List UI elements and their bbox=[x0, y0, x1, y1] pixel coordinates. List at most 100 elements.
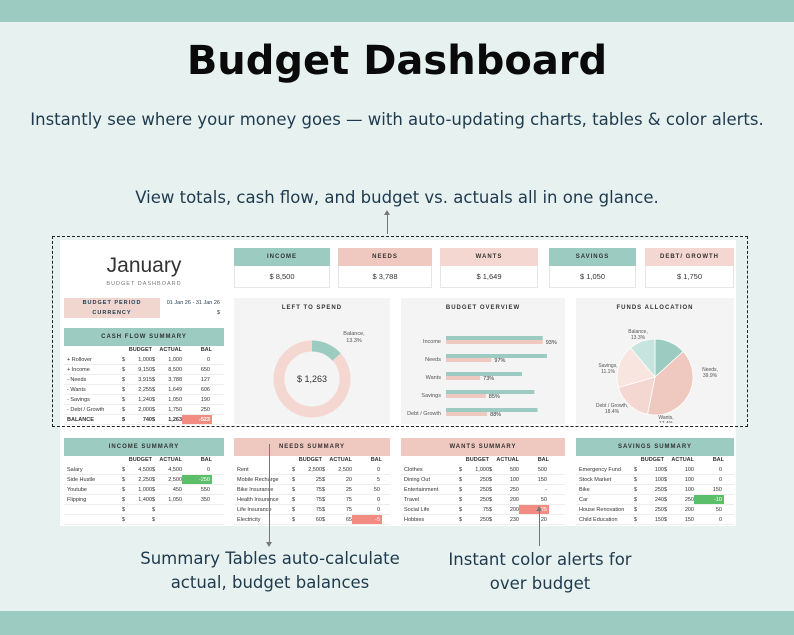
bar-actual bbox=[446, 340, 543, 344]
balance-cell: 150 bbox=[712, 487, 722, 493]
table-row: Salary $4,500 $4,500 0 bbox=[64, 465, 224, 475]
bar-actual bbox=[446, 358, 492, 362]
balance-cell: 500 bbox=[537, 467, 547, 473]
table-row: Travel $250 $200 50 bbox=[401, 495, 565, 505]
actual-cell: 75 bbox=[345, 507, 352, 513]
budget-cell: 9,150 bbox=[138, 367, 152, 373]
bar-category-label: Income bbox=[423, 339, 441, 345]
balance-cell: 0 bbox=[376, 467, 380, 473]
column-header: BUDGET bbox=[128, 347, 152, 353]
table-header-row: BUDGET ACTUAL BAL bbox=[234, 456, 390, 465]
currency-symbol: $ bbox=[634, 487, 638, 493]
donut-balance-pct: 13.3% bbox=[346, 338, 362, 344]
balance-cell: - bbox=[545, 487, 547, 493]
kpi-value: $ 3,788 bbox=[338, 266, 432, 288]
balance-cell: 190 bbox=[200, 397, 210, 403]
balance-cell: -5 bbox=[352, 515, 382, 524]
currency-symbol: $ bbox=[122, 377, 126, 383]
pie-label: Savings, bbox=[598, 363, 617, 369]
highlight-frame bbox=[52, 236, 748, 427]
budget-cell: 250 bbox=[479, 487, 489, 493]
currency-symbol: $ bbox=[459, 497, 463, 503]
donut-balance-arc bbox=[273, 340, 351, 418]
pie-label: Needs, bbox=[702, 367, 718, 373]
table-row: Bike Insurance $75 $25 50 bbox=[234, 485, 390, 495]
currency-symbol: $ bbox=[152, 477, 156, 483]
table-header-row: BUDGET ACTUAL BAL bbox=[64, 346, 224, 355]
left-to-spend-value: $ 1,263 bbox=[297, 374, 327, 384]
actual-cell: 75 bbox=[345, 497, 352, 503]
currency-symbol: $ bbox=[152, 387, 156, 393]
currency-symbol: $ bbox=[122, 357, 126, 363]
table-row: + Rollover $1,000 $1,000 0 bbox=[64, 355, 224, 365]
currency-symbol: $ bbox=[489, 477, 493, 483]
table-row: Life Insurance $75 $75 0 bbox=[234, 505, 390, 515]
column-header: BAL bbox=[537, 457, 549, 463]
column-header: BAL bbox=[200, 457, 212, 463]
actual-cell: 2,500 bbox=[168, 477, 182, 483]
currency-symbol: $ bbox=[152, 377, 156, 383]
column-header: BUDGET bbox=[465, 457, 489, 463]
kpi-label: NEEDS bbox=[338, 248, 432, 266]
row-label: Stock Market bbox=[579, 477, 612, 483]
currency-symbol: $ bbox=[292, 507, 296, 513]
month-block: January BUDGET DASHBOARD bbox=[62, 246, 226, 294]
table-row: Health Insurance $75 $75 0 bbox=[234, 495, 390, 505]
actual-cell: 100 bbox=[684, 467, 694, 473]
bar-pct-label: 97% bbox=[494, 358, 505, 364]
budget-cell: 1,000 bbox=[138, 487, 152, 493]
budget-cell: 4,500 bbox=[138, 467, 152, 473]
top-band bbox=[0, 0, 794, 22]
kpi-card: INCOME $ 8,500 bbox=[234, 248, 330, 290]
currency-symbol: $ bbox=[122, 417, 126, 423]
table-row: Car $240 $250 -10 bbox=[576, 495, 734, 505]
row-label: - Wants bbox=[67, 387, 86, 393]
table-row: Bike $250 $100 150 bbox=[576, 485, 734, 495]
table-title: INCOME SUMMARY bbox=[64, 438, 224, 456]
currency-symbol: $ bbox=[459, 467, 463, 473]
balance-cell: 350 bbox=[200, 497, 210, 503]
budget-cell: 1,000 bbox=[475, 467, 489, 473]
balance-cell: 150 bbox=[537, 477, 547, 483]
bar-pct-label: 88% bbox=[490, 412, 501, 418]
bar-category-label: Debt / Growth bbox=[407, 411, 441, 417]
currency-symbol: $ bbox=[152, 417, 156, 423]
actual-cell: 20 bbox=[345, 477, 352, 483]
currency-symbol: $ bbox=[292, 477, 296, 483]
pie-slice bbox=[630, 338, 656, 379]
period-dash: - bbox=[192, 300, 195, 306]
currency-symbol: $ bbox=[122, 407, 126, 413]
cashflow-summary: CASH FLOW SUMMARY BUDGET ACTUAL BAL + Rollov… bbox=[64, 328, 224, 425]
actual-cell: 1,750 bbox=[168, 407, 182, 413]
actual-cell: 1,050 bbox=[168, 397, 182, 403]
row-label: Travel bbox=[404, 497, 420, 503]
balance-cell: 0 bbox=[718, 517, 722, 523]
kpi-label: INCOME bbox=[234, 248, 330, 266]
table-row: Emergency Fund $100 $100 0 bbox=[576, 465, 734, 475]
balance-cell: -125 bbox=[519, 505, 549, 514]
balance-cell: 0 bbox=[376, 507, 380, 513]
row-label: Bike bbox=[579, 487, 590, 493]
actual-cell: 65 bbox=[345, 517, 352, 523]
arrow-down-line-left bbox=[269, 444, 270, 544]
wants-summary: WANTS SUMMARY BUDGET ACTUAL BAL Clothes $1,00… bbox=[401, 438, 565, 525]
left-to-spend-title: LEFT TO SPEND bbox=[281, 305, 343, 311]
table-row: Rent $2,500 $2,500 0 bbox=[234, 465, 390, 475]
bar-category-label: Wants bbox=[426, 375, 442, 381]
currency-symbol: $ bbox=[664, 517, 668, 523]
budget-cell: 2,500 bbox=[308, 467, 322, 473]
bar-category-label: Needs bbox=[425, 357, 441, 363]
pie-label: Wants, bbox=[658, 415, 673, 421]
table-row: - Needs $3,915 $3,788 127 bbox=[64, 375, 224, 385]
table-row: Hobbies $250 $230 20 bbox=[401, 515, 565, 525]
currency-symbol: $ bbox=[322, 467, 326, 473]
balance-cell: 0 bbox=[206, 357, 210, 363]
currency-symbol: $ bbox=[489, 487, 493, 493]
currency-symbol: $ bbox=[292, 497, 296, 503]
budget-cell: 2,000 bbox=[138, 407, 152, 413]
balance-cell: 20 bbox=[540, 517, 547, 523]
period-label: BUDGET PERIOD bbox=[64, 298, 160, 308]
currency-symbol: $ bbox=[122, 387, 126, 393]
actual-cell: 500 bbox=[509, 467, 519, 473]
actual-cell: 4,500 bbox=[168, 467, 182, 473]
